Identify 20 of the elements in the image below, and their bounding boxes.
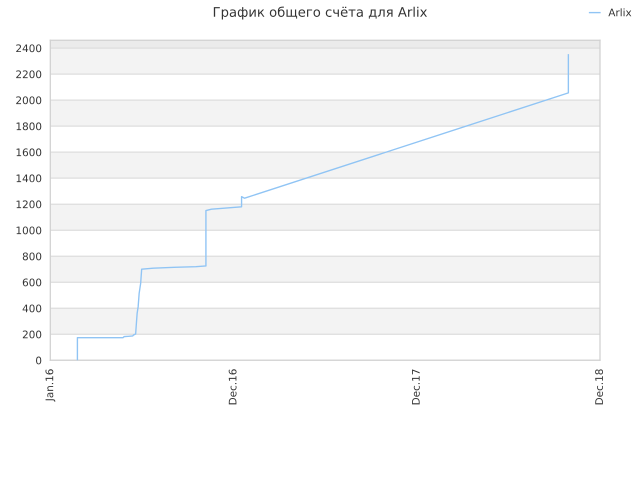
x-tick-label: Dec.16 (228, 369, 237, 404)
y-tick-label: 2400 (16, 44, 42, 52)
y-tick-label: 200 (22, 330, 42, 338)
y-tick-label: 1600 (16, 148, 42, 156)
y-tick-label: 1400 (16, 174, 42, 182)
x-tick-label: Dec.17 (412, 370, 420, 404)
y-tick-label: 2200 (16, 70, 42, 78)
y-tick-label: 0 (36, 356, 42, 364)
y-tick-label: 1000 (16, 226, 42, 234)
y-tick-label: 2000 (16, 96, 42, 104)
y-tick-label: 1200 (16, 200, 42, 208)
x-tick-label: Jan.16 (45, 369, 56, 402)
y-tick-label: 1800 (16, 122, 42, 130)
legend-label: Arlix (608, 8, 632, 16)
y-tick-label: 400 (22, 304, 42, 312)
y-tick-label: 800 (22, 252, 42, 260)
x-tick-label: Dec.18 (595, 369, 604, 404)
chart-title: График общего счёта для Arlix (214, 6, 428, 20)
line-series (76, 54, 570, 360)
y-tick-label: 600 (22, 278, 42, 286)
